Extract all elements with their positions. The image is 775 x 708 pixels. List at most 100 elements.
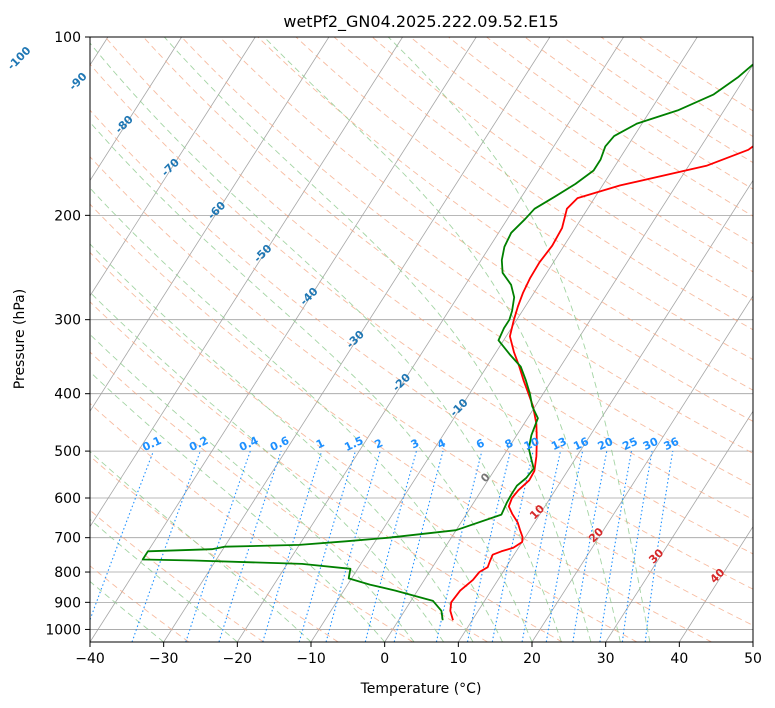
plot-frame	[89, 36, 754, 643]
dry-adiabat-line	[181, 37, 753, 454]
moist-adiabat-line	[90, 187, 503, 642]
dry-adiabat-line	[257, 37, 753, 391]
isotherm-line	[605, 410, 753, 642]
mixing-ratio-label: 36	[662, 435, 682, 453]
dry-adiabat-line	[410, 37, 753, 273]
mixing-ratio-label: 6	[474, 436, 487, 451]
isotherm-line	[163, 37, 551, 642]
profile-lines	[141, 63, 753, 621]
x-tick-label: 50	[744, 651, 762, 667]
moist-adiabat-line	[90, 243, 474, 642]
dry-adiabat-line	[104, 37, 753, 521]
y-tick-label: 200	[54, 208, 81, 224]
dry-adiabat-line	[90, 109, 753, 590]
dry-adiabat-line	[90, 203, 712, 642]
moist-adiabat-line	[263, 37, 621, 642]
dry-adiabat-line	[562, 37, 753, 164]
dry-adiabat-line	[90, 565, 190, 642]
y-tick-label: 400	[54, 387, 81, 403]
isotherm-line	[90, 37, 256, 297]
isotherm-label: -100	[5, 44, 34, 73]
y-tick-label: 300	[54, 313, 81, 329]
dry-adiabat-line	[90, 156, 753, 627]
dry-adiabat-line	[90, 251, 638, 642]
dry-adiabat-line	[333, 37, 753, 331]
axis-ticks: −40 −30 −20 −10 0 10 20 30 40 5010020030040050060…	[45, 30, 762, 667]
isotherm-line	[457, 179, 753, 642]
isotherm-line	[236, 37, 624, 642]
moist-adiabat-line	[90, 42, 562, 642]
isotherm-label: -80	[113, 113, 136, 136]
y-tick-label: 500	[54, 444, 81, 460]
moist-adiabat-line	[90, 450, 312, 642]
dry-adiabat-line	[90, 63, 753, 555]
mixing-ratio-label: 3	[409, 436, 421, 451]
moist-adiabat-label: 10	[527, 502, 547, 522]
mixing-ratio-line	[621, 451, 653, 642]
mixing-ratio-line	[466, 450, 511, 642]
x-tick-label: −20	[223, 651, 253, 667]
dry-adiabat-line	[90, 455, 339, 642]
mixing-ratio-label: 20	[596, 435, 616, 453]
mixing-ratio-line	[218, 450, 282, 642]
dry-adiabat-line	[90, 351, 488, 642]
isotherm-label: -50	[251, 242, 274, 265]
x-tick-label: 0	[380, 651, 389, 667]
isotherm-line	[90, 37, 182, 182]
moist-adiabat-line	[90, 291, 444, 642]
x-tick-label: 30	[597, 651, 615, 667]
moist-adiabat-label: 40	[707, 566, 727, 586]
x-tick-label: 20	[523, 651, 541, 667]
background-lines	[90, 37, 753, 642]
moist-adiabat-label: 0	[478, 470, 493, 485]
moist-adiabat-line	[163, 37, 592, 642]
isotherm-label: -20	[390, 371, 413, 394]
chart-title: wetPf2_GN04.2025.222.09.52.E15	[283, 12, 558, 32]
mixing-ratio-line	[393, 450, 444, 642]
y-tick-label: 100	[54, 30, 81, 46]
mixing-ratio-line	[262, 450, 323, 642]
moist-adiabat-label: 30	[646, 546, 666, 566]
isotherm-line	[384, 64, 753, 642]
dry-adiabat-line	[448, 37, 753, 245]
moist-adiabat-line	[90, 371, 386, 642]
moist-adiabat-line	[387, 37, 651, 642]
dry-adiabat-line	[219, 37, 753, 422]
dewpoint-line	[141, 63, 753, 621]
moist-adiabat-line	[90, 121, 533, 642]
x-tick-label: −40	[75, 651, 105, 667]
x-tick-label: −30	[149, 651, 179, 667]
y-tick-label: 800	[54, 565, 81, 581]
x-axis-label: Temperature (°C)	[360, 681, 482, 697]
x-tick-label: 40	[670, 651, 688, 667]
isotherm-line	[90, 37, 403, 528]
dry-adiabat-line	[600, 37, 753, 138]
mixing-ratio-label: 16	[571, 435, 591, 453]
isotherm-line	[678, 525, 753, 642]
mixing-ratio-line	[364, 450, 417, 642]
isotherm-line	[752, 641, 753, 642]
isotherm-label: -90	[66, 70, 89, 93]
y-tick-label: 600	[54, 491, 81, 507]
mixing-ratio-line	[435, 450, 483, 642]
mixing-ratio-label: 25	[620, 435, 639, 453]
mixing-ratio-line	[521, 450, 562, 642]
mixing-ratio-label: 13	[549, 435, 568, 453]
mixing-ratio-label: 4	[435, 436, 448, 451]
moist-adiabat-line	[90, 333, 415, 642]
dry-adiabat-line	[295, 37, 753, 361]
dry-adiabat-line	[371, 37, 753, 301]
isotherm-label: -30	[344, 328, 367, 351]
mixing-ratio-line	[644, 451, 674, 642]
x-tick-label: 10	[449, 651, 467, 667]
mixing-ratio-line	[325, 450, 381, 642]
dry-adiabat-line	[90, 509, 264, 642]
isotherm-label: -60	[205, 199, 228, 222]
y-tick-label: 700	[54, 531, 81, 547]
mixing-ratio-line	[298, 450, 356, 642]
y-axis-label: Pressure (hPa)	[12, 289, 28, 389]
y-tick-label: 900	[54, 595, 81, 611]
mixing-ratio-label: 10	[522, 435, 542, 453]
isotherm-line	[310, 37, 698, 642]
